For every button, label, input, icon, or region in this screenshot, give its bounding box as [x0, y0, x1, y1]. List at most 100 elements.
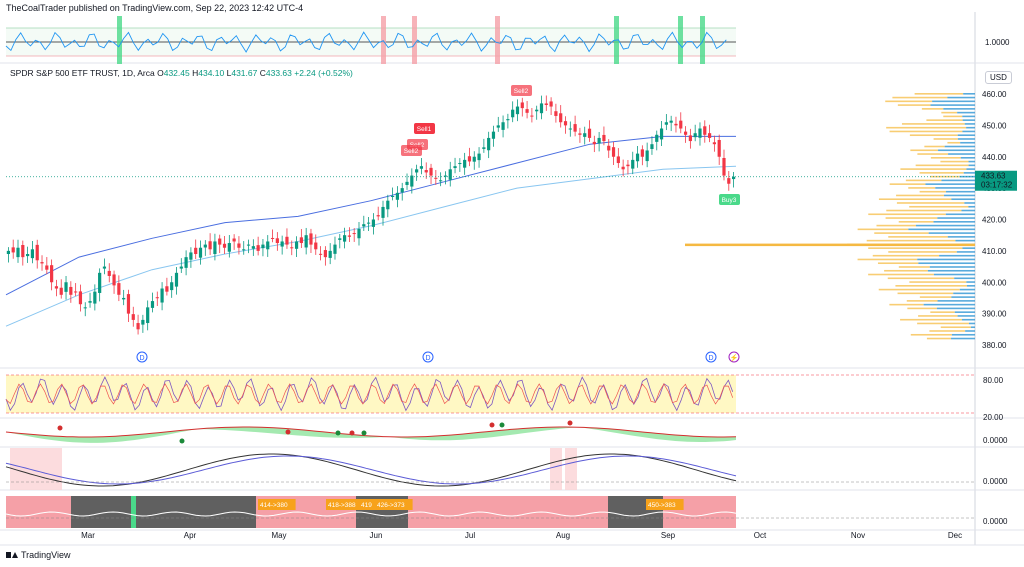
volume-profile-bar — [968, 205, 975, 208]
level-box — [375, 499, 413, 510]
candle-body — [472, 156, 476, 162]
candle-body — [467, 156, 472, 162]
candle-body — [107, 270, 111, 276]
signal-badge — [401, 145, 422, 156]
candle-body — [35, 244, 39, 261]
top-panel-highlight — [412, 16, 417, 64]
brand-name: TradingView — [21, 550, 71, 560]
candle-body — [376, 215, 380, 217]
publisher-header: TheCoalTrader published on TradingView.c… — [6, 3, 304, 13]
candle-body — [16, 247, 20, 258]
volume-profile-bar — [935, 187, 975, 189]
volume-profile-bar — [918, 262, 975, 265]
volume-profile-bar — [957, 138, 975, 140]
candle-body — [102, 266, 107, 269]
tradingview-footer[interactable]: TradingView — [6, 550, 71, 560]
volume-profile-bar — [876, 224, 916, 227]
volume-profile-bar — [956, 251, 975, 253]
volume-profile-bar — [941, 179, 975, 182]
candle-body — [669, 120, 673, 123]
volume-profile-bar — [874, 232, 929, 234]
volume-profile-bar — [959, 175, 975, 178]
candle-body — [410, 175, 414, 187]
volume-profile-bar — [925, 183, 975, 185]
candle-body — [112, 274, 116, 286]
volume-profile-bar — [885, 100, 933, 103]
low-value: 431.67 — [231, 68, 258, 78]
candle-body — [434, 177, 438, 179]
volume-profile-bar — [884, 269, 928, 272]
candle-body — [506, 119, 510, 121]
candle-body — [203, 244, 207, 248]
volume-profile-bar — [930, 311, 955, 313]
volume-profile-bar — [963, 172, 975, 174]
candle-body — [400, 188, 404, 193]
candle-body — [270, 237, 275, 239]
candle-body — [491, 131, 496, 139]
bottom-axis-label: 0.0000 — [983, 517, 1008, 526]
volume-profile-bar — [918, 315, 958, 317]
ema-cross-dot — [179, 438, 185, 444]
candle-body — [693, 133, 697, 138]
volume-profile-bar — [868, 273, 934, 276]
volume-profile-bar — [962, 247, 975, 249]
level-box — [326, 499, 364, 510]
candle-body — [650, 144, 654, 149]
candle-body — [198, 247, 203, 258]
candle-body — [194, 247, 198, 255]
candle-body — [592, 141, 596, 145]
candle-body — [554, 111, 558, 116]
volume-profile-bar — [957, 111, 975, 114]
volume-profile-bar — [910, 333, 952, 336]
volume-profile-bar — [966, 281, 975, 283]
candle-body — [338, 238, 342, 240]
volume-profile-bar — [917, 258, 975, 261]
price-tick-label: 440.00 — [982, 153, 1007, 162]
regime-segment — [131, 496, 136, 528]
close-value: 433.63 — [265, 68, 292, 78]
candle-body — [674, 123, 678, 126]
macd-axis-label: 0.0000 — [983, 477, 1008, 486]
top-panel-axis-label: 1.0000 — [985, 38, 1010, 47]
candle-body — [314, 242, 318, 250]
volume-profile-bar — [872, 254, 940, 257]
volume-profile-bar — [957, 134, 975, 137]
candle-body — [477, 153, 481, 161]
regime-segment — [6, 496, 71, 528]
volume-profile-bar — [889, 130, 963, 133]
candle-body — [381, 206, 385, 218]
month-tick-label: May — [271, 531, 286, 540]
currency-button[interactable]: USD — [985, 71, 1012, 84]
low-label: L — [226, 68, 232, 78]
volume-profile-bar — [909, 281, 967, 283]
candle-body — [323, 250, 327, 258]
top-panel-series — [5, 31, 727, 53]
volume-profile-bar — [954, 277, 975, 280]
candle-body — [290, 247, 294, 249]
candle-body — [45, 265, 49, 270]
volume-profile-bar — [857, 228, 909, 231]
volume-profile-bar — [944, 194, 975, 197]
signal-label: Sell2 — [514, 88, 529, 95]
candle-body — [160, 288, 164, 303]
last-price-value: 433.63 — [981, 172, 1006, 181]
candle-body — [419, 166, 424, 169]
volume-profile-bar — [877, 262, 919, 265]
volume-profile-bar — [917, 322, 969, 325]
candle-body — [515, 106, 520, 115]
candle-body — [266, 241, 270, 250]
volume-profile-bar — [961, 318, 975, 321]
macd-highlight — [10, 448, 62, 490]
level-box-label: 426->373 — [377, 502, 405, 509]
candle-body — [626, 164, 630, 167]
volume-profile-bar — [933, 138, 958, 140]
candle-body — [664, 122, 668, 125]
candle-body — [717, 139, 721, 157]
volume-profile-bar — [945, 190, 975, 193]
candle-body — [707, 133, 712, 138]
open-value: 432.45 — [163, 68, 190, 78]
candle-body — [155, 297, 159, 299]
price-tick-label: 410.00 — [982, 247, 1007, 256]
macd-highlight — [550, 448, 562, 490]
